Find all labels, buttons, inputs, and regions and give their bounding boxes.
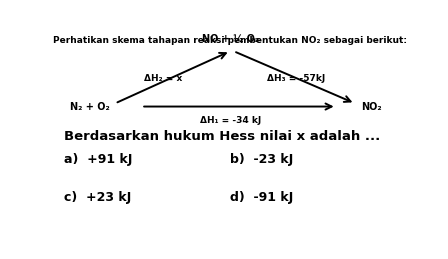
Text: a)  +91 kJ: a) +91 kJ — [64, 153, 132, 166]
Text: ΔH₁ = -34 kJ: ΔH₁ = -34 kJ — [200, 116, 261, 125]
Text: Perhatikan skema tahapan reaksi pembentukan NO₂ sebagai berikut:: Perhatikan skema tahapan reaksi pembentu… — [52, 37, 407, 46]
Text: ΔH₃ = -57kJ: ΔH₃ = -57kJ — [267, 74, 325, 83]
Text: NO + ½ O₂: NO + ½ O₂ — [202, 34, 259, 44]
Text: ΔH₂ = x: ΔH₂ = x — [144, 74, 182, 83]
Text: b)  -23 kJ: b) -23 kJ — [229, 153, 293, 166]
Text: N₂ + O₂: N₂ + O₂ — [70, 102, 110, 112]
Text: NO₂: NO₂ — [362, 102, 382, 112]
Text: Berdasarkan hukum Hess nilai x adalah ...: Berdasarkan hukum Hess nilai x adalah ..… — [64, 130, 380, 143]
Text: c)  +23 kJ: c) +23 kJ — [64, 191, 131, 204]
Text: d)  -91 kJ: d) -91 kJ — [229, 191, 293, 204]
